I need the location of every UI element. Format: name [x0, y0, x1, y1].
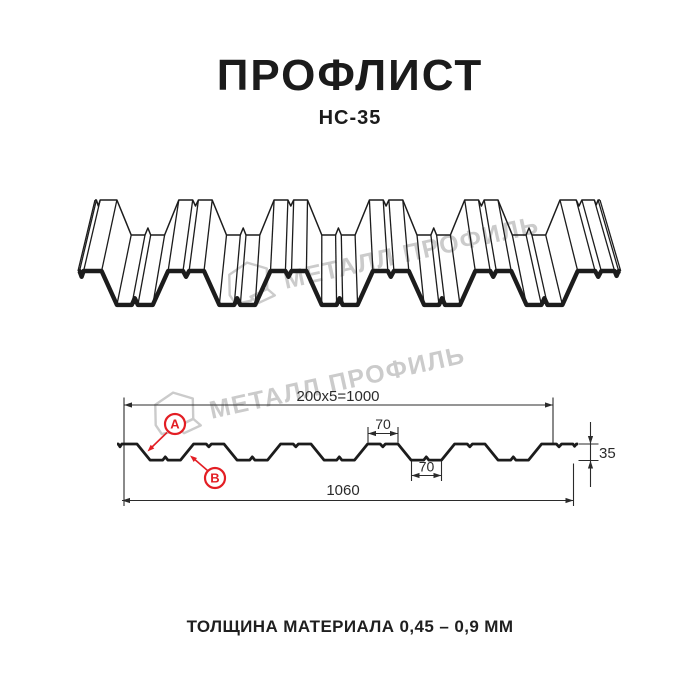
- callout-markers: A B: [147, 412, 227, 490]
- cross-section-drawing: [116, 397, 599, 506]
- page-title: ПРОФЛИСТ: [216, 51, 484, 100]
- dimension-module-width: 200x5=1000: [297, 388, 380, 405]
- watermark-bottom: МЕТАЛЛ ПРОФИЛЬ: [154, 341, 468, 436]
- marker-b-circle: [203, 466, 227, 490]
- dimension-labels: 200x5=1000 70 70 35 1060: [297, 388, 616, 499]
- profile-model-subtitle: НС-35: [318, 107, 382, 129]
- metal-profile-logo-icon: [228, 261, 277, 306]
- dimension-overall-width: 1060: [326, 482, 359, 499]
- watermark-brand-text: МЕТАЛЛ ПРОФИЛЬ: [207, 341, 468, 425]
- dimension-crest-width: 70: [375, 416, 391, 432]
- dimension-profile-height: 35: [599, 445, 616, 462]
- thickness-note: ТОЛЩИНА МАТЕРИАЛА 0,45 – 0,9 ММ: [186, 617, 514, 636]
- profile-3d-drawing: [77, 199, 622, 308]
- marker-a-letter: A: [170, 417, 180, 432]
- marker-a-circle: [163, 412, 187, 436]
- marker-b-letter: B: [210, 471, 219, 486]
- marker-a-leader: [149, 431, 168, 450]
- dimension-valley-width: 70: [419, 459, 435, 475]
